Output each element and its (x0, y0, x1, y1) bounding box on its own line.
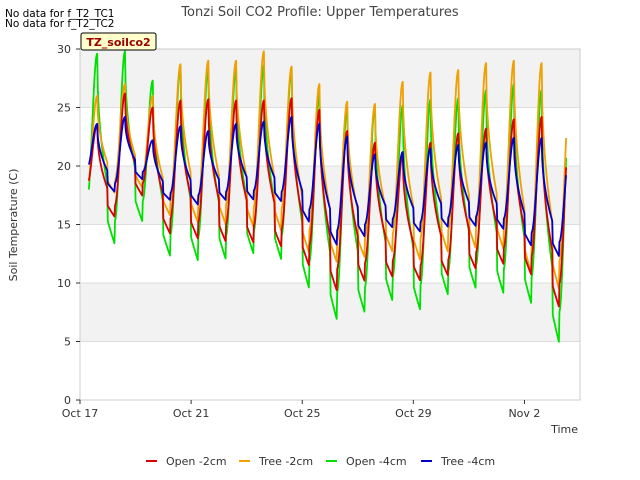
series-line-tree-4cm (88, 115, 568, 257)
y-tick-label: 0 (64, 394, 71, 407)
x-axis-label: Time (550, 423, 578, 436)
y-tick-label: 10 (57, 277, 71, 290)
x-tick-label: Oct 25 (284, 407, 321, 420)
x-axis: Oct 17 Oct 21 Oct 25 Oct 29 Nov 2 (62, 400, 540, 420)
site-badge: TZ_soilco2 (80, 32, 157, 51)
y-tick-label: 20 (57, 160, 71, 173)
site-badge-label: TZ_soilco2 (86, 36, 150, 49)
x-tick-label: Oct 21 (173, 407, 210, 420)
y-tick-label: 25 (57, 102, 71, 115)
no-data-note-2: No data for f_T2_TC2 (5, 18, 115, 30)
no-data-note-1: No data for f_T2_TC1 (5, 8, 115, 20)
y-tick-label: 5 (64, 336, 71, 349)
y-tick-label: 30 (57, 43, 71, 56)
series-line-open-4cm (87, 50, 568, 343)
legend-label: Tree -4cm (440, 455, 495, 468)
x-tick-label: Oct 29 (395, 407, 432, 420)
grid-band (80, 49, 580, 108)
legend-label: Open -2cm (166, 455, 227, 468)
grid-bands (80, 49, 580, 342)
x-tick-label: Oct 17 (62, 407, 99, 420)
y-axis: 0 5 10 15 20 25 30 (57, 43, 80, 407)
x-tick-label: Nov 2 (508, 407, 540, 420)
legend-label: Tree -2cm (258, 455, 313, 468)
legend: Open -2cm Tree -2cm Open -4cm Tree -4cm (146, 455, 495, 468)
y-axis-label: Soil Temperature (C) (7, 169, 20, 282)
series-lines (87, 50, 568, 343)
series-line-tree-2cm (87, 50, 568, 290)
chart-title: Tonzi Soil CO2 Profile: Upper Temperatur… (180, 5, 459, 20)
y-tick-label: 15 (57, 219, 71, 232)
legend-label: Open -4cm (346, 455, 407, 468)
